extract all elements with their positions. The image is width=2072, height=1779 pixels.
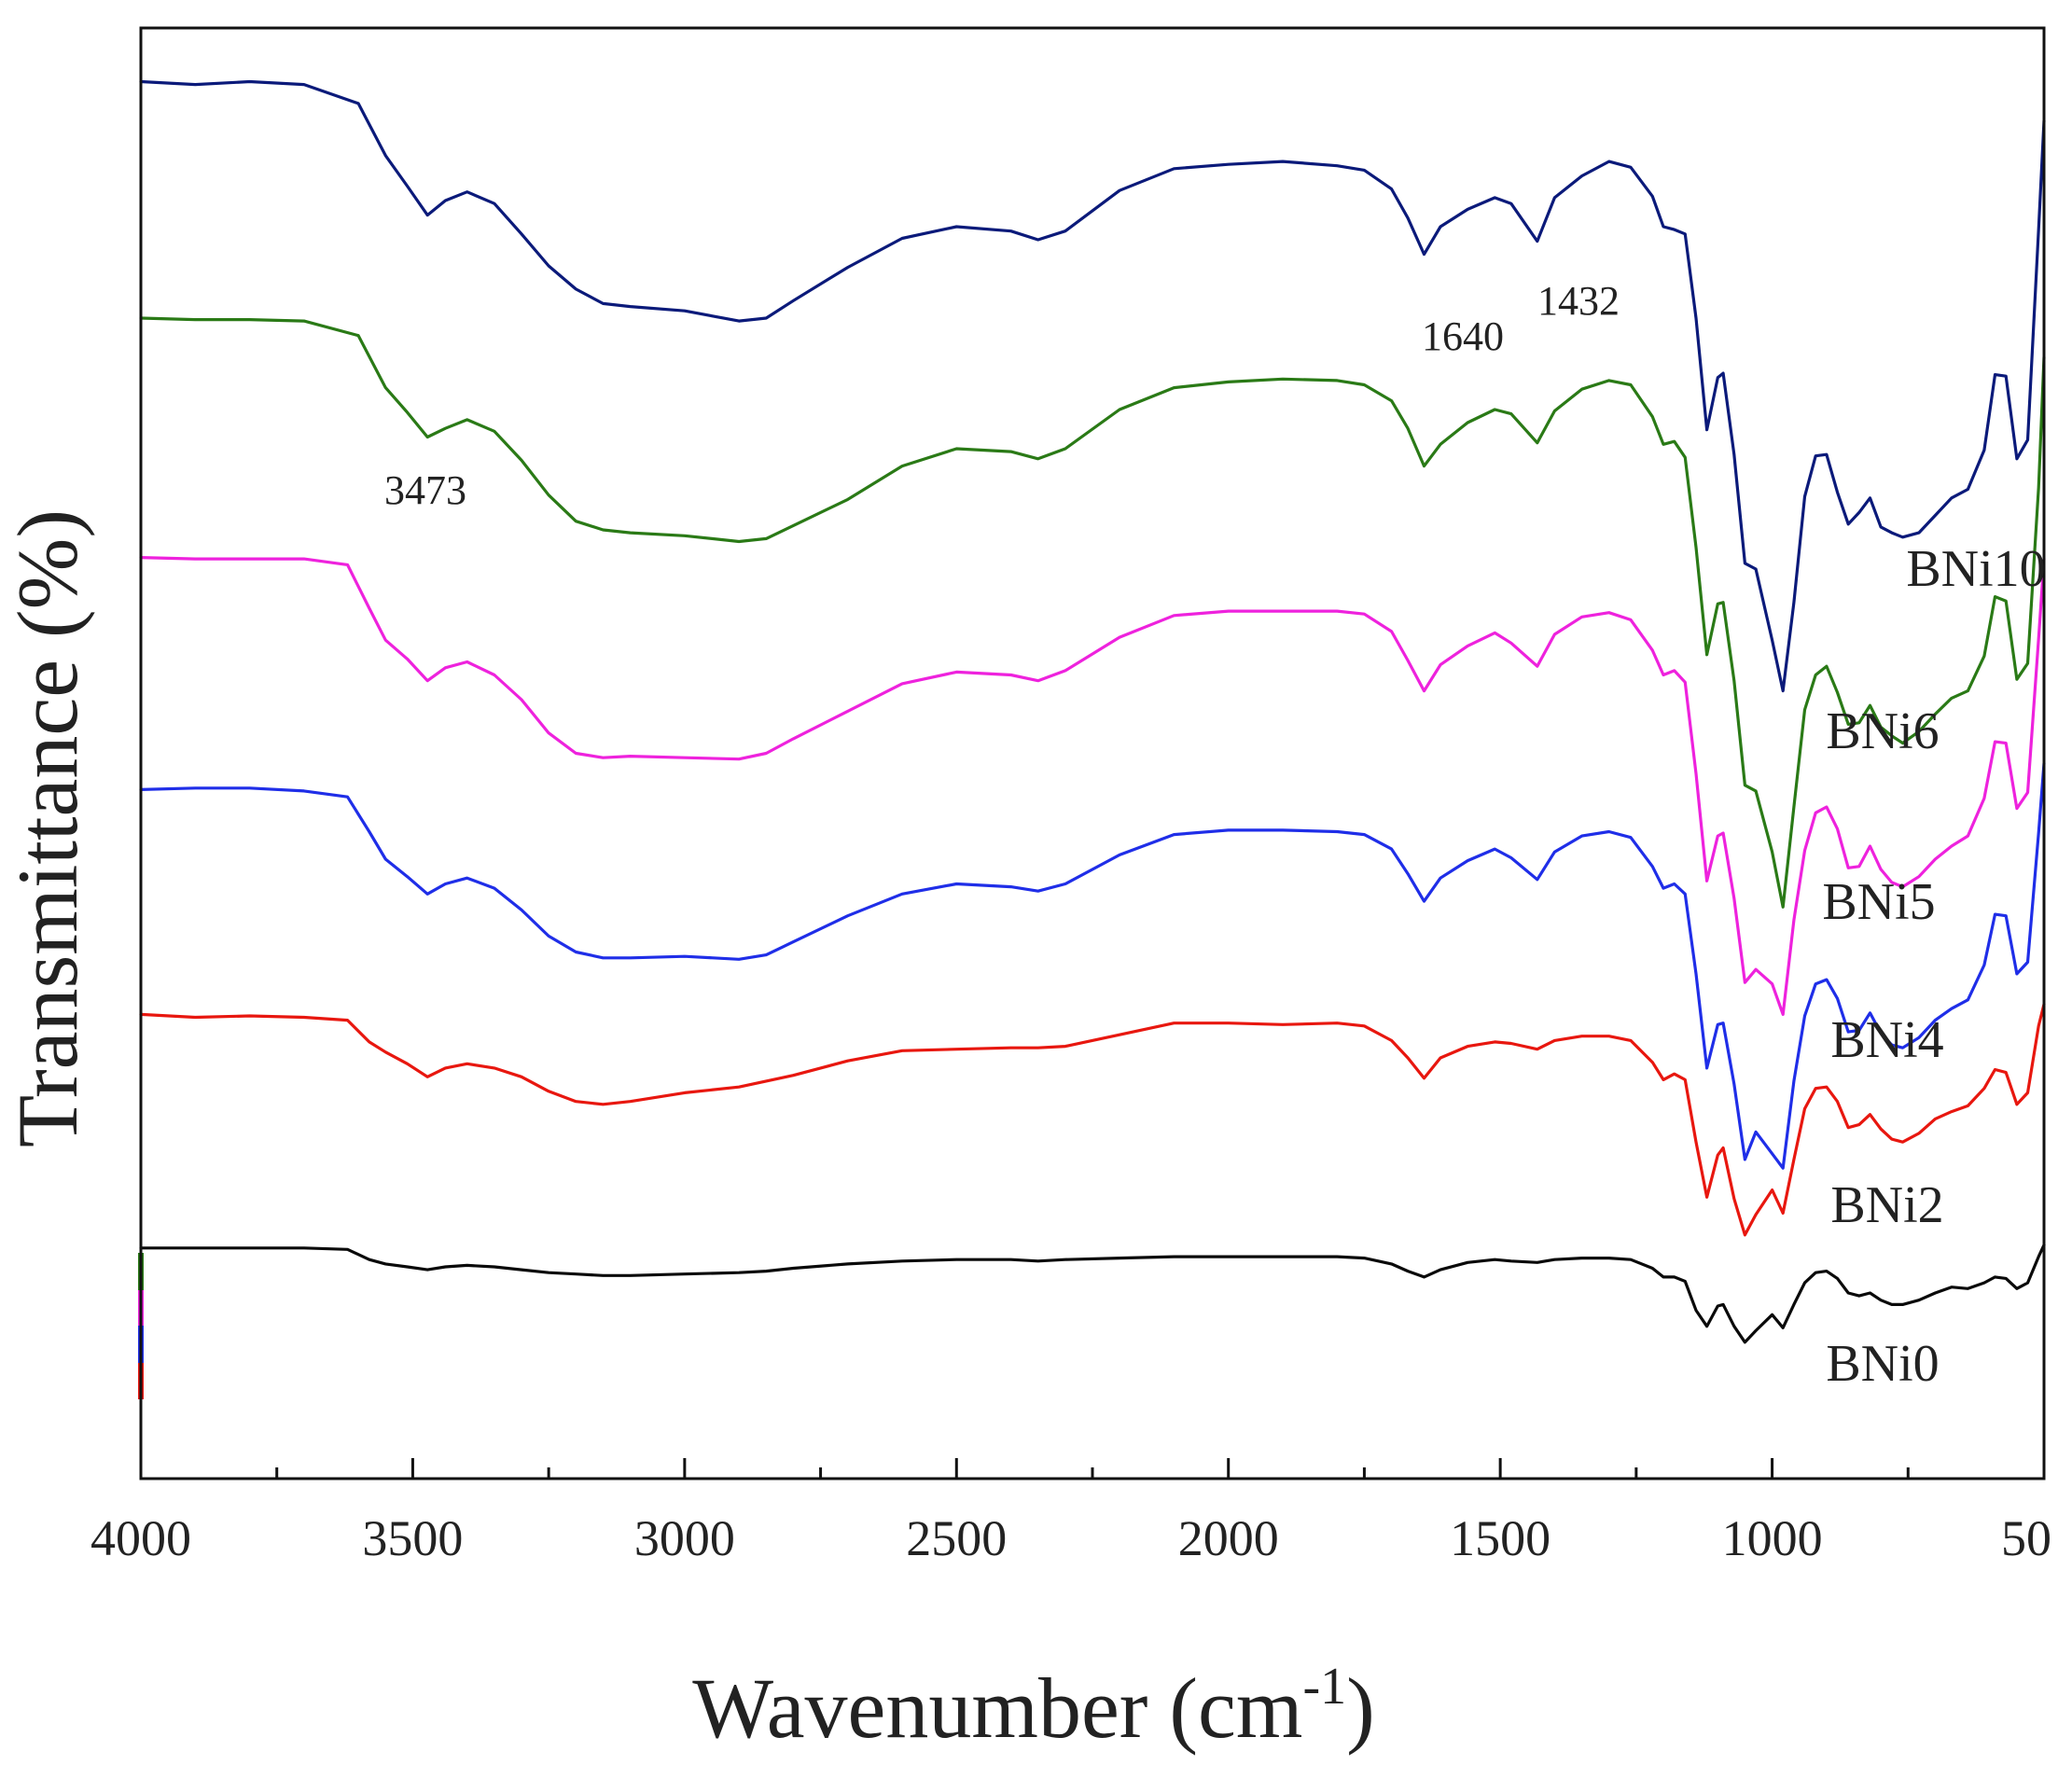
series-line-bni2 (139, 1002, 2046, 1237)
x-tick-label-4000: 4000 (90, 1510, 191, 1566)
x-axis-title-unit-sup: -1 (1302, 1658, 1346, 1716)
x-tick-label-500: 50 (2001, 1510, 2051, 1566)
x-tick-label-3000: 3000 (634, 1510, 735, 1566)
series-label-bni6: BNi6 (1826, 702, 1939, 760)
peak-annotations: 1640 1432 3473 (384, 278, 1620, 513)
peak-label-1640: 1640 (1422, 313, 1504, 359)
series-labels: BNi10 BNi6 BNi5 BNi4 BNi2 BNi0 (1822, 540, 2045, 1393)
series-label-bni0: BNi0 (1826, 1335, 1939, 1393)
x-axis-title-text: Wavenumber (692, 1661, 1147, 1756)
x-tick-label-1000: 1000 (1722, 1510, 1823, 1566)
x-tick-label-2500: 2500 (906, 1510, 1007, 1566)
series-line-bni5 (139, 556, 2046, 1016)
x-axis-title-unit-close: ) (1346, 1661, 1375, 1756)
series-line-bni4 (139, 761, 2046, 1170)
y-axis-title: Transmittance (%) (0, 509, 95, 1147)
x-tick-label-1500: 1500 (1450, 1510, 1551, 1566)
peak-label-1432: 1432 (1537, 278, 1620, 324)
x-axis-ticks: 4000 3500 3000 2500 2000 1500 1000 50 (90, 1458, 2051, 1566)
series-line-bni6 (139, 316, 2046, 909)
series-label-bni5: BNi5 (1822, 873, 1935, 931)
peak-label-3473: 3473 (384, 467, 466, 513)
series-label-bni10: BNi10 (1906, 540, 2045, 598)
series-line-bni0 (139, 1244, 2046, 1344)
x-axis-title: Wavenumber (cm-1) (692, 1658, 1375, 1756)
series-label-bni2: BNi2 (1830, 1176, 1943, 1234)
series-label-bni4: BNi4 (1830, 1011, 1943, 1069)
x-axis-title-unit: (cm (1169, 1661, 1302, 1756)
x-tick-label-2000: 2000 (1178, 1510, 1279, 1566)
series-line-bni10 (139, 79, 2046, 693)
x-tick-label-3500: 3500 (362, 1510, 463, 1566)
